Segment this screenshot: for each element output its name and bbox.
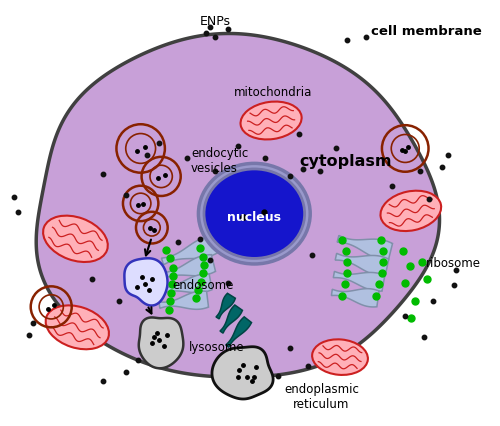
Polygon shape: [160, 274, 212, 294]
Polygon shape: [226, 317, 252, 347]
Polygon shape: [335, 253, 388, 276]
Polygon shape: [139, 317, 184, 368]
Ellipse shape: [312, 340, 368, 375]
Text: ribosome: ribosome: [426, 257, 480, 271]
Text: cytoplasm: cytoplasm: [300, 154, 392, 169]
Text: ENPs: ENPs: [200, 15, 230, 28]
Text: nucleus: nucleus: [228, 211, 281, 224]
Ellipse shape: [240, 101, 302, 139]
Ellipse shape: [43, 216, 108, 262]
Ellipse shape: [204, 169, 304, 259]
Ellipse shape: [46, 305, 109, 349]
Text: mitochondria: mitochondria: [234, 86, 312, 99]
Polygon shape: [337, 236, 392, 260]
Text: lysosome: lysosome: [189, 341, 244, 354]
Polygon shape: [159, 291, 208, 309]
Ellipse shape: [198, 163, 310, 264]
Polygon shape: [124, 258, 168, 305]
Polygon shape: [332, 289, 379, 307]
Text: endosome: endosome: [172, 279, 234, 292]
Text: endocytic
vesicles: endocytic vesicles: [191, 147, 248, 176]
Polygon shape: [216, 294, 236, 319]
Text: cell membrane: cell membrane: [371, 26, 482, 38]
Polygon shape: [160, 255, 216, 279]
Polygon shape: [36, 34, 440, 377]
Polygon shape: [220, 305, 242, 333]
Polygon shape: [212, 347, 273, 399]
Ellipse shape: [380, 191, 441, 231]
Polygon shape: [162, 236, 218, 265]
Text: endoplasmic
reticulum: endoplasmic reticulum: [284, 383, 359, 411]
Polygon shape: [334, 271, 385, 291]
